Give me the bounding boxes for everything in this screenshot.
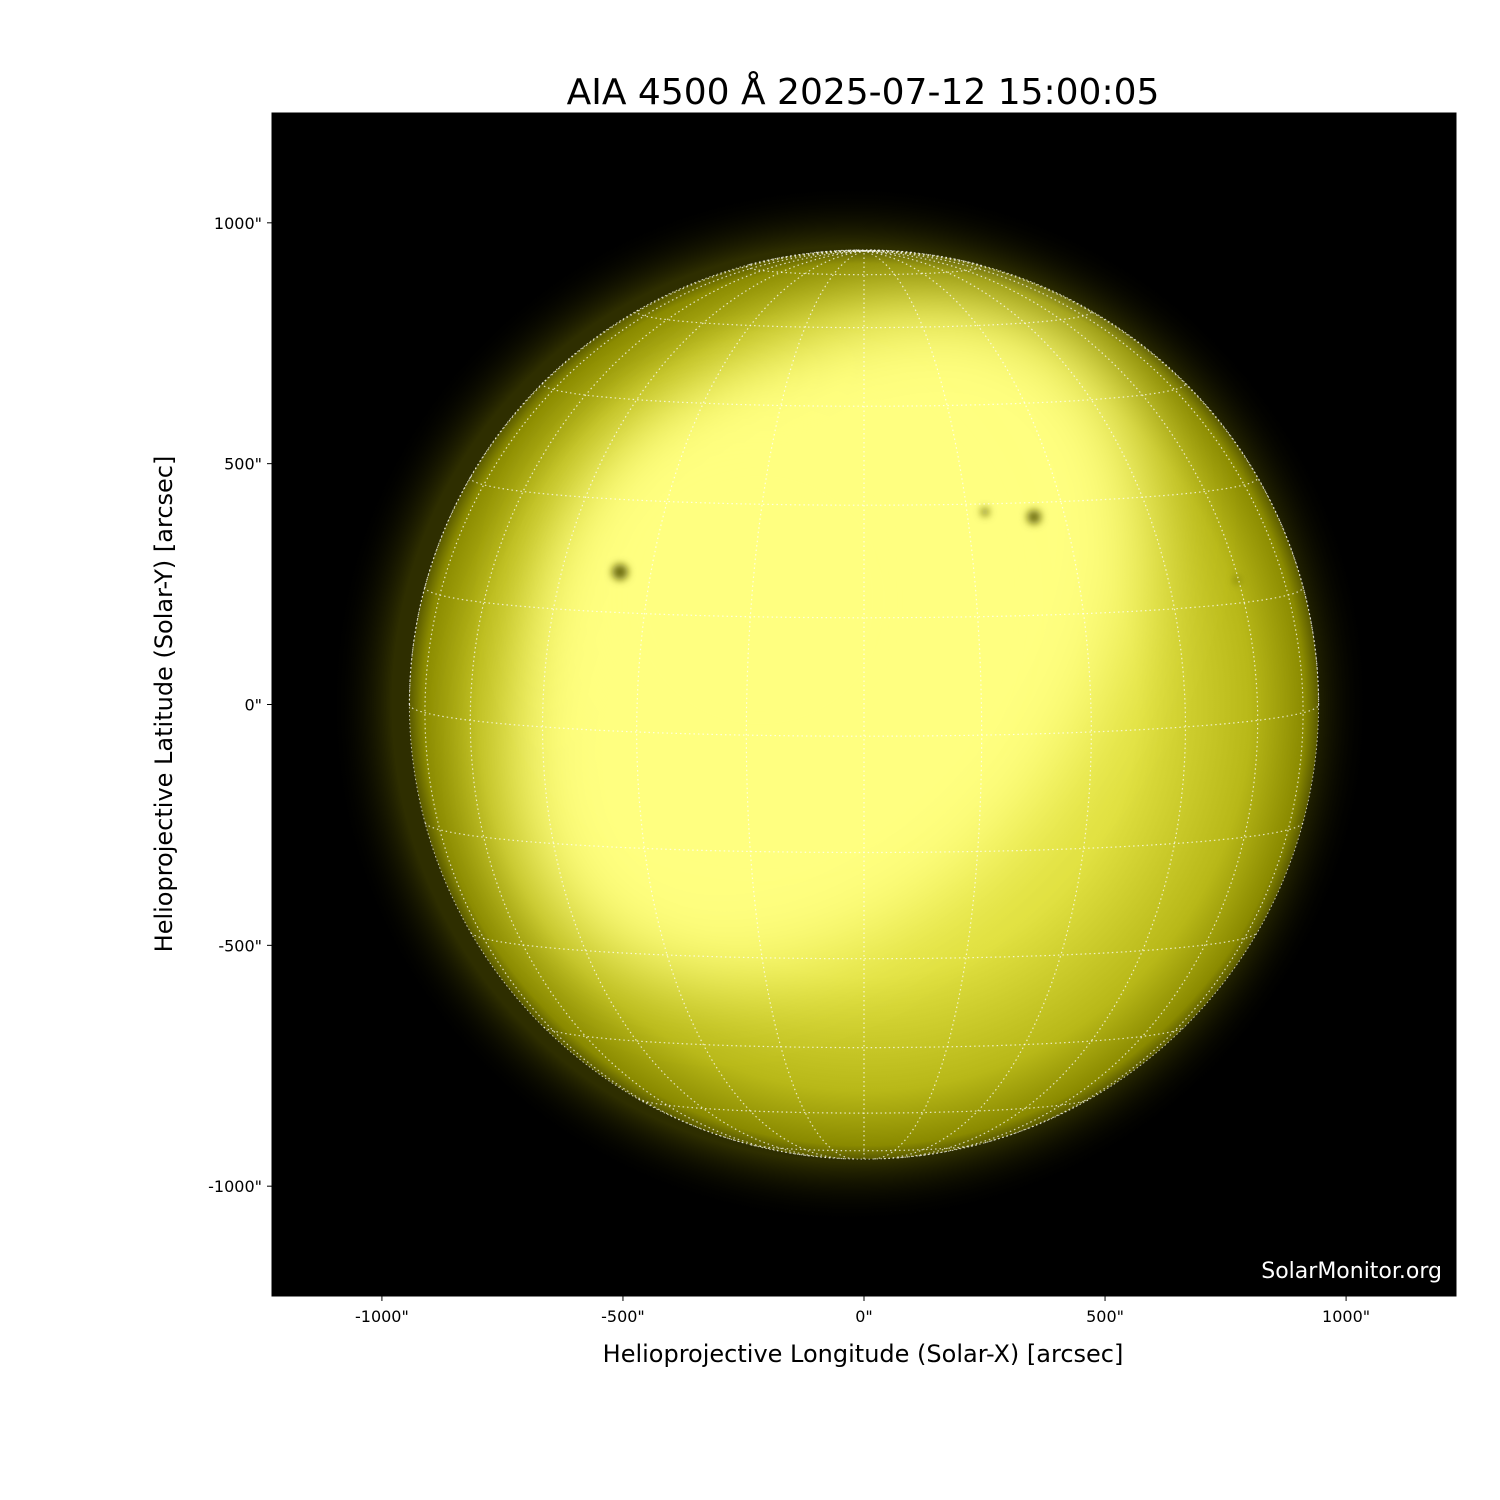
y-tick-label: -500" <box>218 936 262 955</box>
y-axis-ticks: 1000" 500" 0" -500" -1000" <box>208 214 272 1196</box>
grid-meridian <box>863 250 1320 705</box>
x-tick-label: -500" <box>601 1307 645 1326</box>
sunspot <box>612 564 628 580</box>
y-tick-label: 1000" <box>214 214 262 233</box>
grid-meridian <box>469 250 865 1157</box>
grid-parallel <box>424 822 1304 854</box>
grid-meridian <box>863 250 978 265</box>
bright-region <box>560 400 960 800</box>
x-tick-label: 1000" <box>1322 1307 1370 1326</box>
grid-parallel <box>541 381 1187 407</box>
y-tick-label: 500" <box>224 455 262 474</box>
limb-outline <box>408 249 1320 1160</box>
chart-title: AIA 4500 Å 2025-07-12 15:00:05 <box>567 70 1160 113</box>
grid-meridian <box>863 250 1259 1157</box>
y-tick-label: -1000" <box>208 1177 262 1196</box>
grid-parallel <box>470 932 1258 960</box>
coordinate-grid <box>408 249 1320 1160</box>
sunspot <box>981 508 989 516</box>
grid-meridian <box>835 249 865 252</box>
grid-meridian <box>636 250 865 1160</box>
x-tick-label: 500" <box>1086 1307 1124 1326</box>
grid-meridian <box>541 250 865 1159</box>
sunspots <box>612 508 1240 583</box>
grid-parallel <box>750 1144 978 1152</box>
x-axis-label: Helioprojective Longitude (Solar-X) [arc… <box>603 1340 1124 1368</box>
grid-parallel <box>745 263 983 276</box>
sunspot <box>1027 510 1041 524</box>
grid-meridian <box>863 250 1187 1159</box>
grid-meridian <box>863 250 1092 1160</box>
grid-parallel <box>543 1026 1185 1049</box>
x-tick-label: -1000" <box>355 1307 409 1326</box>
y-axis-label: Helioprojective Latitude (Solar-Y) [arcs… <box>150 456 178 953</box>
x-axis-ticks: -1000" -500" 0" 500" 1000" <box>355 1296 1370 1326</box>
grid-parallel <box>408 704 1320 737</box>
grid-parallel <box>469 476 1259 506</box>
y-tick-label: 0" <box>244 696 262 715</box>
x-tick-label: 0" <box>855 1307 873 1326</box>
watermark: SolarMonitor.org <box>1261 1259 1442 1284</box>
